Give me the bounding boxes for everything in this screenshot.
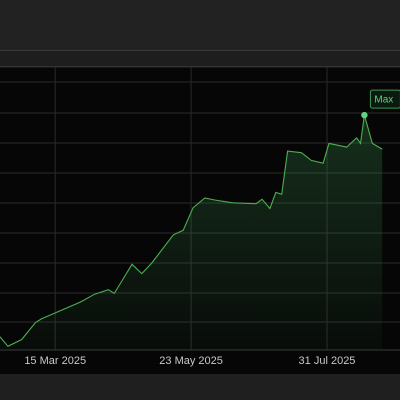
bottom-bar: [0, 374, 400, 400]
x-tick-label: 23 May 2025: [159, 355, 223, 367]
series-area-fill: [0, 115, 383, 350]
x-tick-label: 31 Jul 2025: [299, 355, 356, 367]
series-point: [355, 137, 357, 139]
series-point: [322, 162, 324, 164]
series-point: [107, 289, 109, 291]
series-point: [346, 146, 348, 148]
series-point: [310, 159, 312, 161]
series-point: [192, 207, 194, 209]
max-annotation[interactable]: Max: [361, 89, 400, 119]
series-point: [34, 321, 36, 323]
series-point: [7, 345, 9, 347]
series-point: [275, 191, 277, 193]
series-point: [359, 142, 361, 144]
series-point: [281, 193, 283, 195]
x-axis-ticks: 15 Mar 2025 23 May 2025 31 Jul 2025: [24, 355, 355, 367]
x-tick-label: 15 Mar 2025: [24, 355, 86, 367]
series-point: [261, 198, 263, 200]
max-point-marker[interactable]: [361, 111, 368, 119]
series-line: [0, 114, 383, 347]
series-point: [381, 148, 383, 150]
series-point: [286, 150, 288, 152]
series-point: [300, 152, 302, 154]
series-point: [371, 142, 373, 144]
series-point: [113, 292, 115, 294]
series-point: [93, 293, 95, 295]
max-tooltip-box: [369, 89, 400, 109]
max-tooltip-label: Max: [374, 95, 393, 106]
series-point: [21, 338, 23, 340]
series-point: [255, 203, 257, 205]
series-point: [204, 197, 206, 199]
series-point: [151, 262, 153, 264]
series-point: [131, 263, 133, 265]
series-point: [172, 234, 174, 236]
series-point: [182, 229, 184, 231]
top-toolbar: [0, 0, 400, 50]
series-point: [231, 202, 233, 204]
series-point: [40, 318, 42, 320]
series-point: [328, 142, 330, 144]
series-point: [141, 272, 143, 274]
series-point: [214, 199, 216, 201]
series-point: [269, 207, 271, 209]
series-point: [80, 301, 82, 303]
toolbar-divider: [0, 50, 400, 51]
